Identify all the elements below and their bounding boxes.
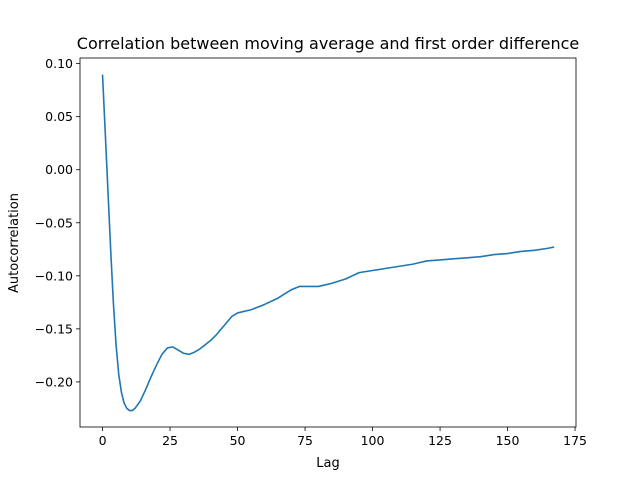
x-tick-label: 25 [162, 433, 178, 448]
chart-title: Correlation between moving average and f… [77, 34, 579, 53]
x-axis-label: Lag [316, 456, 339, 471]
y-tick-label: −0.05 [35, 215, 73, 230]
x-tick-label: 125 [428, 433, 452, 448]
plot-area [101, 74, 555, 412]
y-tick-label: 0.10 [45, 56, 73, 71]
y-tick-label: −0.20 [35, 374, 73, 389]
y-axis-label: Autocorrelation [7, 193, 22, 293]
x-tick-label: 150 [496, 433, 520, 448]
x-axis-ticks: 0 25 50 75 100 125 150 175 [99, 427, 587, 448]
x-tick-label: 75 [297, 433, 313, 448]
x-tick-label: 0 [99, 433, 107, 448]
plot-frame [79, 57, 577, 428]
x-tick-label: 50 [230, 433, 246, 448]
y-axis-ticks: 0.10 0.05 0.00 −0.05 −0.10 −0.15 −0.20 [35, 56, 80, 389]
y-tick-label: 0.00 [45, 162, 73, 177]
y-tick-label: −0.10 [35, 268, 73, 283]
y-tick-label: 0.05 [45, 109, 73, 124]
series-line-0 [101, 74, 555, 412]
y-tick-label: −0.15 [35, 321, 73, 336]
x-tick-label: 100 [361, 433, 385, 448]
x-tick-label: 175 [563, 433, 587, 448]
